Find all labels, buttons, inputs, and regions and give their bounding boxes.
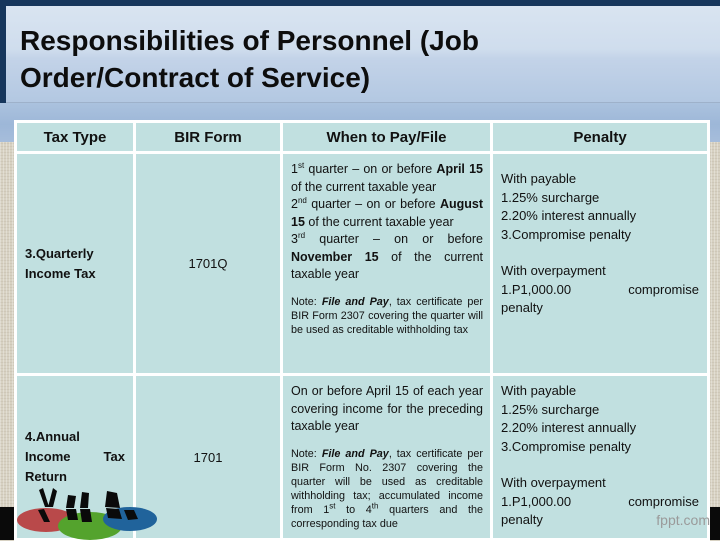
dancers-logo-icon bbox=[17, 488, 157, 540]
tax-responsibilities-table: Tax Type BIR Form When to Pay/File Penal… bbox=[14, 120, 710, 541]
table-row-quarterly-income-tax: 3.Quarterly Income Tax 1701Q 1st quarter… bbox=[14, 151, 710, 376]
top-accent-band bbox=[0, 0, 720, 6]
penalty-compromise-tail: penalty bbox=[501, 512, 543, 527]
penalty-compromise-line: 1.P1,000.00 compromise bbox=[501, 281, 699, 297]
cell-penalty: With payable 1.25% surcharge 2.20% inter… bbox=[490, 373, 710, 541]
column-header-when-to-pay: When to Pay/File bbox=[280, 120, 493, 154]
penalty-item: 3.Compromise penalty bbox=[501, 226, 632, 242]
schedule-note: Note: File and Pay, tax certificate per … bbox=[291, 447, 483, 530]
cell-when-to-pay: 1st quarter – on or before April 15 of t… bbox=[280, 151, 493, 376]
schedule-q2: 2nd quarter – on or before August 15 of … bbox=[291, 195, 483, 229]
column-header-tax-type: Tax Type bbox=[14, 120, 136, 154]
penalty-with-overpayment: With overpayment bbox=[501, 263, 606, 278]
schedule-note: Note: File and Pay, tax certificate per … bbox=[291, 295, 483, 336]
schedule-q1: 1st quarter – on or before April 15 of t… bbox=[291, 160, 483, 194]
table-header-row: Tax Type BIR Form When to Pay/File Penal… bbox=[14, 120, 710, 154]
penalty-item: 1.25% surcharge bbox=[501, 401, 600, 417]
penalty-item: 1.25% surcharge bbox=[501, 189, 600, 205]
penalty-item: 2.20% interest annually bbox=[501, 208, 637, 223]
fppt-watermark: fppt.com bbox=[656, 512, 710, 528]
cell-when-to-pay: On or before April 15 of each year cover… bbox=[280, 373, 493, 541]
penalty-item: 2.20% interest annually bbox=[501, 420, 637, 435]
penalty-with-payable: With payable bbox=[501, 171, 577, 186]
penalty-compromise-line: 1.P1,000.00 compromise bbox=[501, 493, 699, 509]
penalty-item: 3.Compromise penalty bbox=[501, 438, 632, 454]
cell-bir-form: 1701 bbox=[133, 373, 283, 541]
cell-tax-type: 3.Quarterly Income Tax bbox=[14, 151, 136, 376]
cell-penalty: With payable 1.25% surcharge 2.20% inter… bbox=[490, 151, 710, 376]
title-background bbox=[6, 6, 720, 103]
table-row-annual-income-tax: 4.Annual Income Tax Return 1701 On or be… bbox=[14, 373, 710, 541]
penalty-with-overpayment: With overpayment bbox=[501, 475, 606, 490]
schedule-annual: On or before April 15 of each year cover… bbox=[291, 384, 483, 433]
left-accent-strip bbox=[0, 6, 6, 120]
cell-bir-form: 1701Q bbox=[133, 151, 283, 376]
schedule-q3: 3rd quarter – on or before November 15 o… bbox=[291, 230, 484, 281]
penalty-with-payable: With payable bbox=[501, 383, 577, 398]
page-title: Responsibilities of Personnel (Job Order… bbox=[20, 25, 479, 93]
penalty-compromise-tail: penalty bbox=[501, 300, 543, 315]
column-header-penalty: Penalty bbox=[490, 120, 710, 154]
column-header-bir-form: BIR Form bbox=[133, 120, 283, 154]
